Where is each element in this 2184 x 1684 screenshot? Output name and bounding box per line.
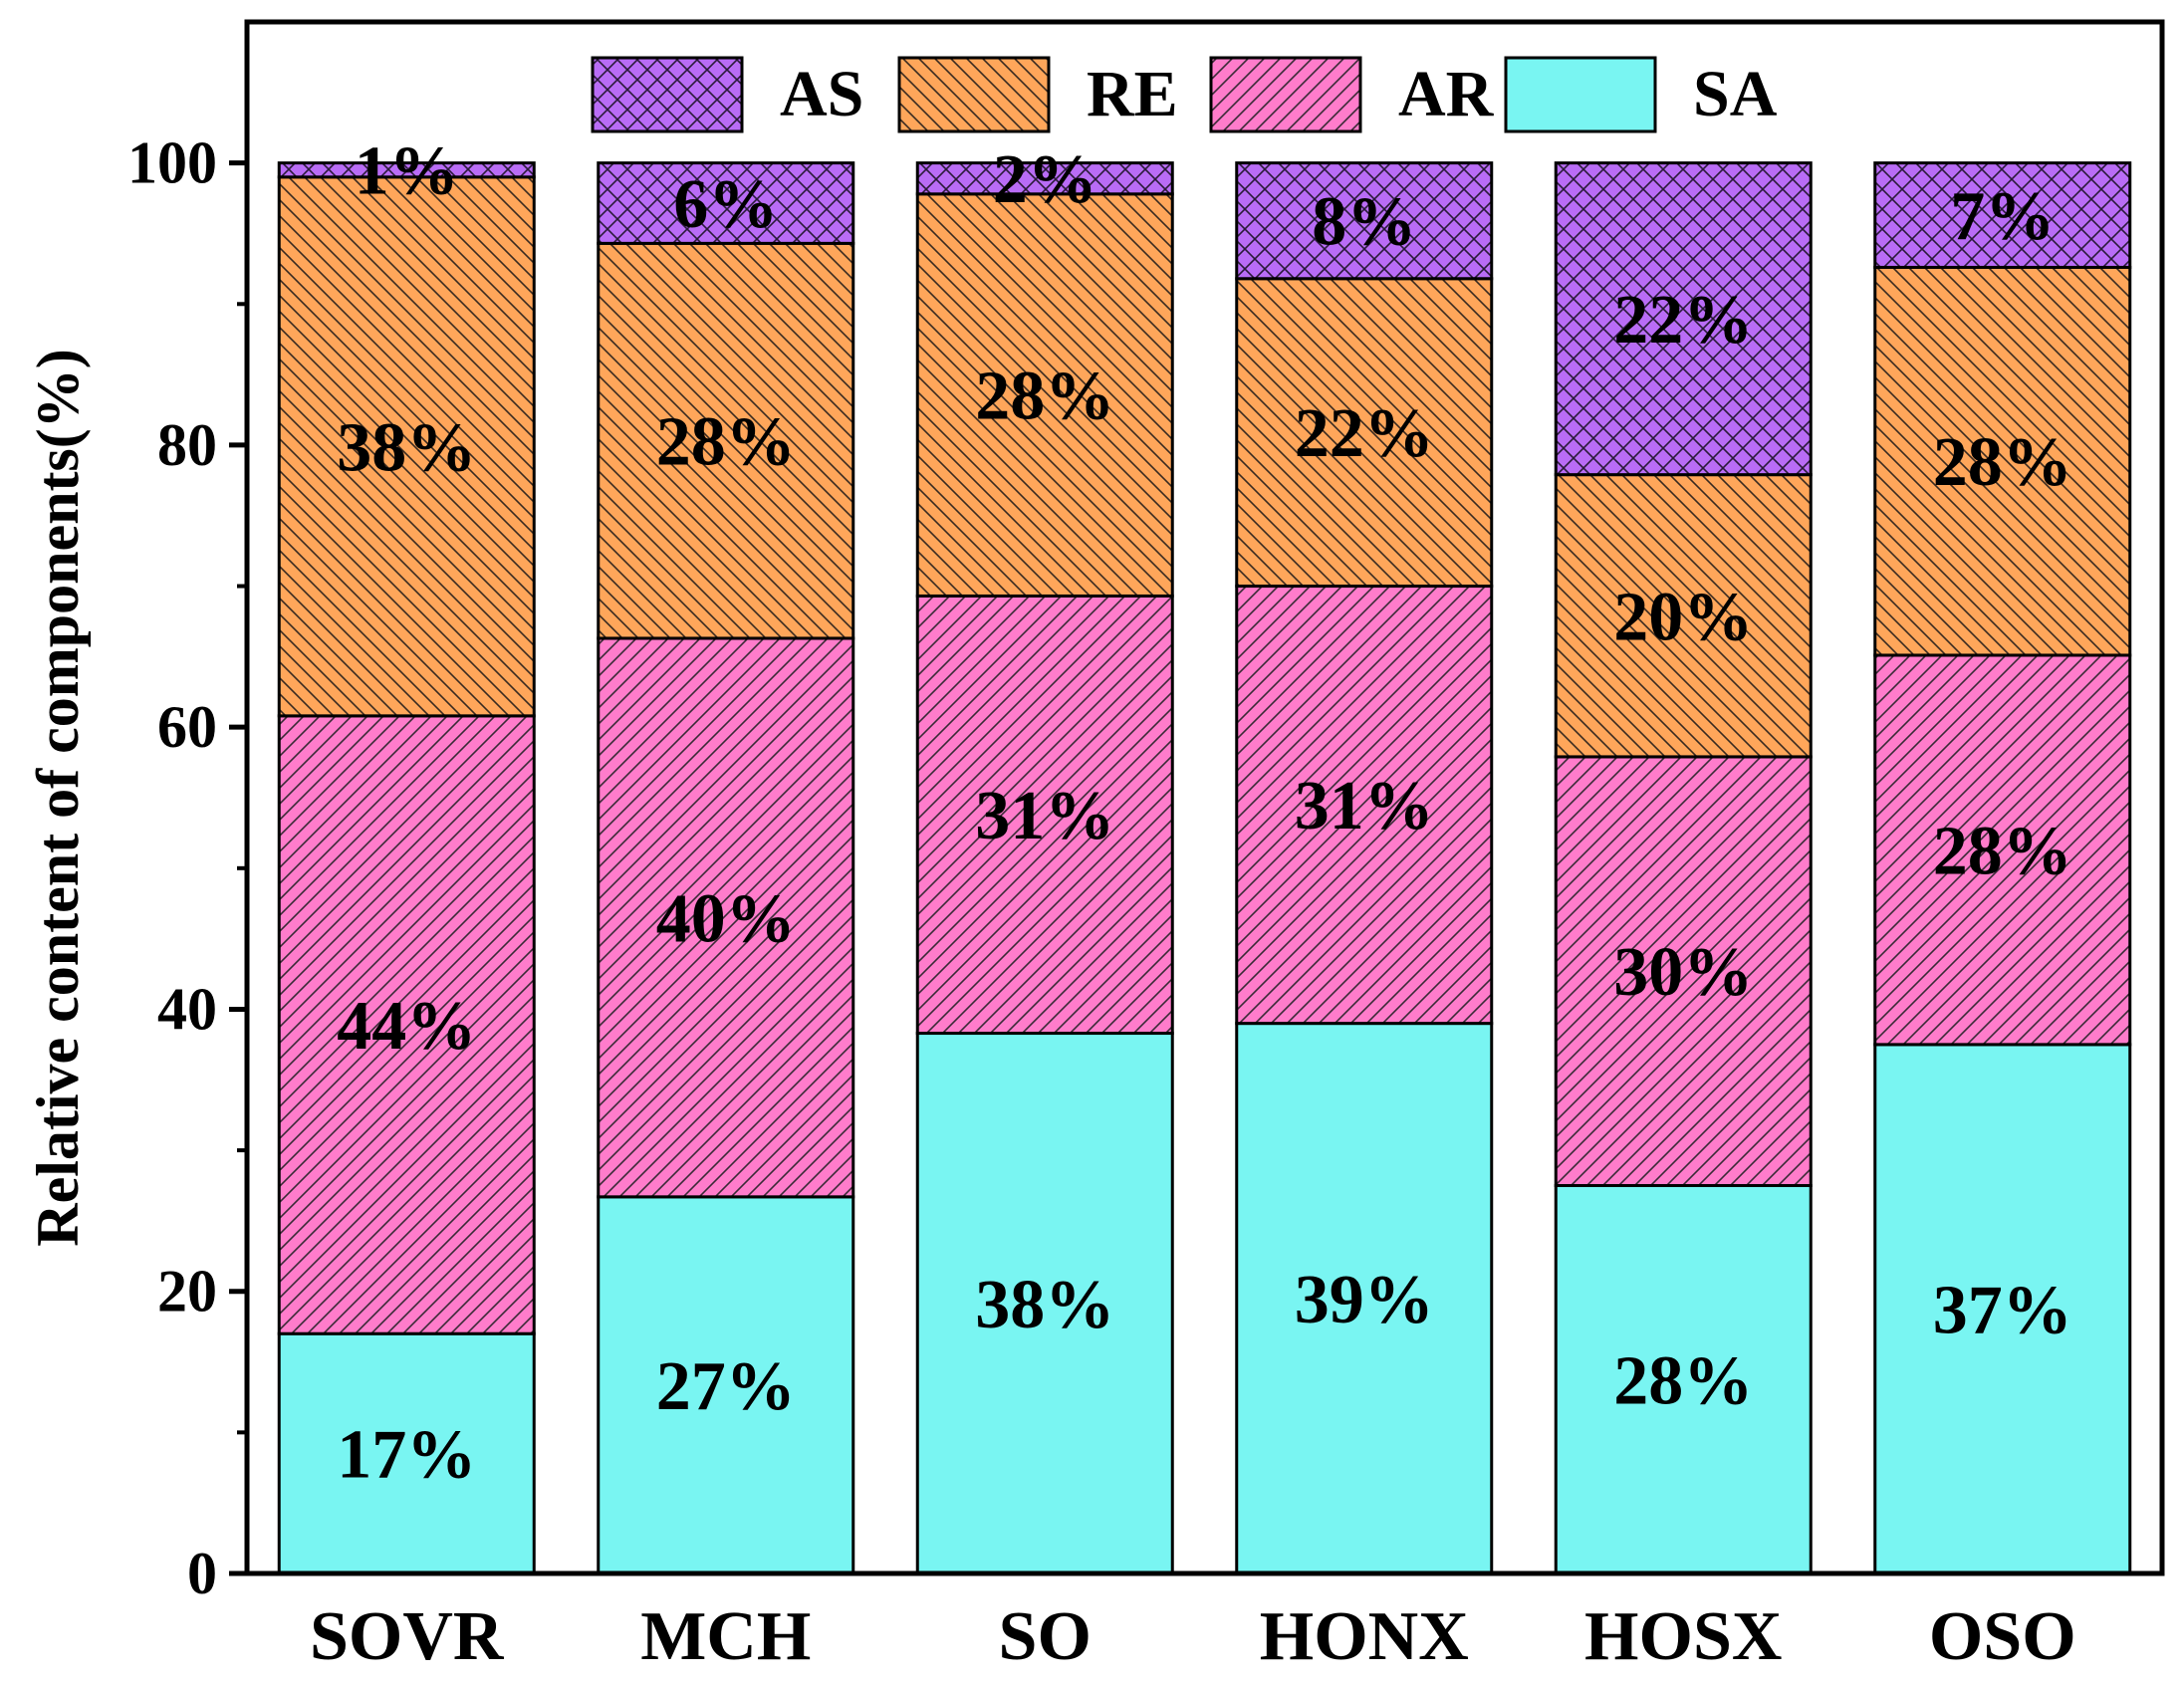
y-axis-title: Relative content of components(%) <box>25 349 91 1247</box>
bar-outline-as-mch <box>597 161 855 245</box>
bar-sa-sovr <box>279 1333 535 1573</box>
legend: AS RE AR SA <box>591 56 1778 133</box>
data-label-as-hosx: 22% <box>1613 282 1753 359</box>
bar-pattern-re-so <box>917 193 1173 597</box>
bar-pattern-re-sovr <box>279 176 535 716</box>
bar-pattern-ar-mch <box>598 637 853 1197</box>
bar-pattern-as-mch <box>598 162 853 244</box>
bar-pattern-re-hosx <box>1556 474 1812 757</box>
data-label-sa-hosx: 28% <box>1613 1342 1753 1419</box>
data-label-as-honx: 8% <box>1312 184 1416 261</box>
data-labels-layer: 17% 44% 38% 1% 27% 40% 28% 6% 38% 31% 28% 2% 39% 31% 2… <box>337 133 2072 1494</box>
data-label-ar-so: 31% <box>975 778 1114 854</box>
plot-frame <box>244 19 2165 1576</box>
legend-swatch-outline-ar <box>1209 56 1362 133</box>
bar-pattern-as-sovr <box>279 162 535 177</box>
bar-pattern-as-honx <box>1236 162 1492 279</box>
bar-pattern-re-oso <box>1874 267 2130 655</box>
legend-swatch-sa <box>1506 58 1655 131</box>
bar-pattern-as-hosx <box>1556 162 1812 475</box>
x-axis: SOVR MCH SO HONX HOSX OSO <box>310 1598 2076 1675</box>
data-label-re-hosx: 20% <box>1613 579 1753 655</box>
data-label-sa-sovr: 17% <box>337 1417 476 1494</box>
data-label-sa-oso: 37% <box>1933 1272 2072 1348</box>
bar-pattern-re-honx <box>1236 278 1492 587</box>
bar-outline-as-oso <box>1873 161 2132 269</box>
data-label-re-sovr: 38% <box>337 409 476 486</box>
legend-swatch-pattern-as <box>593 58 742 131</box>
data-label-re-honx: 22% <box>1295 395 1434 472</box>
bar-sa-hosx <box>1556 1185 1812 1573</box>
data-label-ar-honx: 31% <box>1295 768 1434 844</box>
bar-outline-as-sovr <box>277 161 536 179</box>
data-label-ar-oso: 28% <box>1933 813 2072 889</box>
data-label-ar-hosx: 30% <box>1613 934 1753 1011</box>
data-label-re-oso: 28% <box>1933 424 2072 501</box>
data-label-ar-sovr: 44% <box>337 988 476 1065</box>
bar-pattern-re-mch <box>598 243 853 638</box>
bar-sa-so <box>917 1033 1173 1573</box>
bar-outline-as-honx <box>1235 161 1494 281</box>
y-tick-label-60: 60 <box>157 694 217 760</box>
data-label-as-oso: 7% <box>1950 178 2055 255</box>
y-tick-label-0: 0 <box>187 1541 217 1606</box>
bar-sa-honx <box>1236 1023 1492 1573</box>
data-label-sa-mch: 27% <box>656 1348 796 1425</box>
data-label-as-so: 2% <box>993 141 1097 218</box>
x-tick-label-hosx: HOSX <box>1584 1598 1782 1675</box>
bar-pattern-as-oso <box>1874 162 2130 268</box>
data-label-sa-so: 38% <box>975 1267 1114 1343</box>
legend-swatch-outline-re <box>897 56 1051 133</box>
bar-sa-mch <box>598 1196 853 1573</box>
data-label-sa-honx: 39% <box>1295 1262 1434 1338</box>
y-tick-label-20: 20 <box>157 1259 217 1324</box>
data-label-as-sovr: 1% <box>355 133 459 210</box>
bar-pattern-ar-oso <box>1874 654 2130 1045</box>
bars-layer <box>277 161 2132 1575</box>
bar-pattern-as-so <box>917 162 1173 194</box>
bar-pattern-ar-hosx <box>1556 756 1812 1186</box>
data-label-re-mch: 28% <box>656 404 796 481</box>
legend-swatch-outline-as <box>591 56 744 133</box>
bar-pattern-ar-honx <box>1236 586 1492 1024</box>
legend-label-ar: AR <box>1398 58 1495 130</box>
bar-pattern-ar-so <box>917 596 1173 1034</box>
bar-outline-as-hosx <box>1554 161 1813 477</box>
data-label-as-mch: 6% <box>673 166 778 243</box>
legend-label-re: RE <box>1087 58 1178 130</box>
y-axis: 0 20 40 60 80 100 <box>127 130 247 1606</box>
y-tick-label-100: 100 <box>127 130 217 196</box>
legend-label-sa: SA <box>1693 58 1778 130</box>
legend-swatch-outline-sa <box>1504 56 1657 133</box>
y-tick-label-40: 40 <box>157 976 217 1042</box>
data-label-re-so: 28% <box>975 359 1114 435</box>
data-label-ar-mch: 40% <box>656 880 796 957</box>
y-tick-label-80: 80 <box>157 412 217 478</box>
x-tick-label-oso: OSO <box>1929 1598 2076 1675</box>
x-tick-label-so: SO <box>999 1598 1092 1675</box>
x-tick-label-honx: HONX <box>1260 1598 1469 1675</box>
legend-label-as: AS <box>780 58 863 130</box>
legend-swatch-pattern-re <box>899 58 1049 131</box>
bar-outline-as-so <box>915 161 1174 196</box>
x-tick-label-mch: MCH <box>640 1598 811 1675</box>
x-tick-label-sovr: SOVR <box>310 1598 505 1675</box>
bar-sa-oso <box>1874 1044 2130 1573</box>
legend-swatch-pattern-ar <box>1211 58 1360 131</box>
bar-pattern-ar-sovr <box>279 715 535 1334</box>
